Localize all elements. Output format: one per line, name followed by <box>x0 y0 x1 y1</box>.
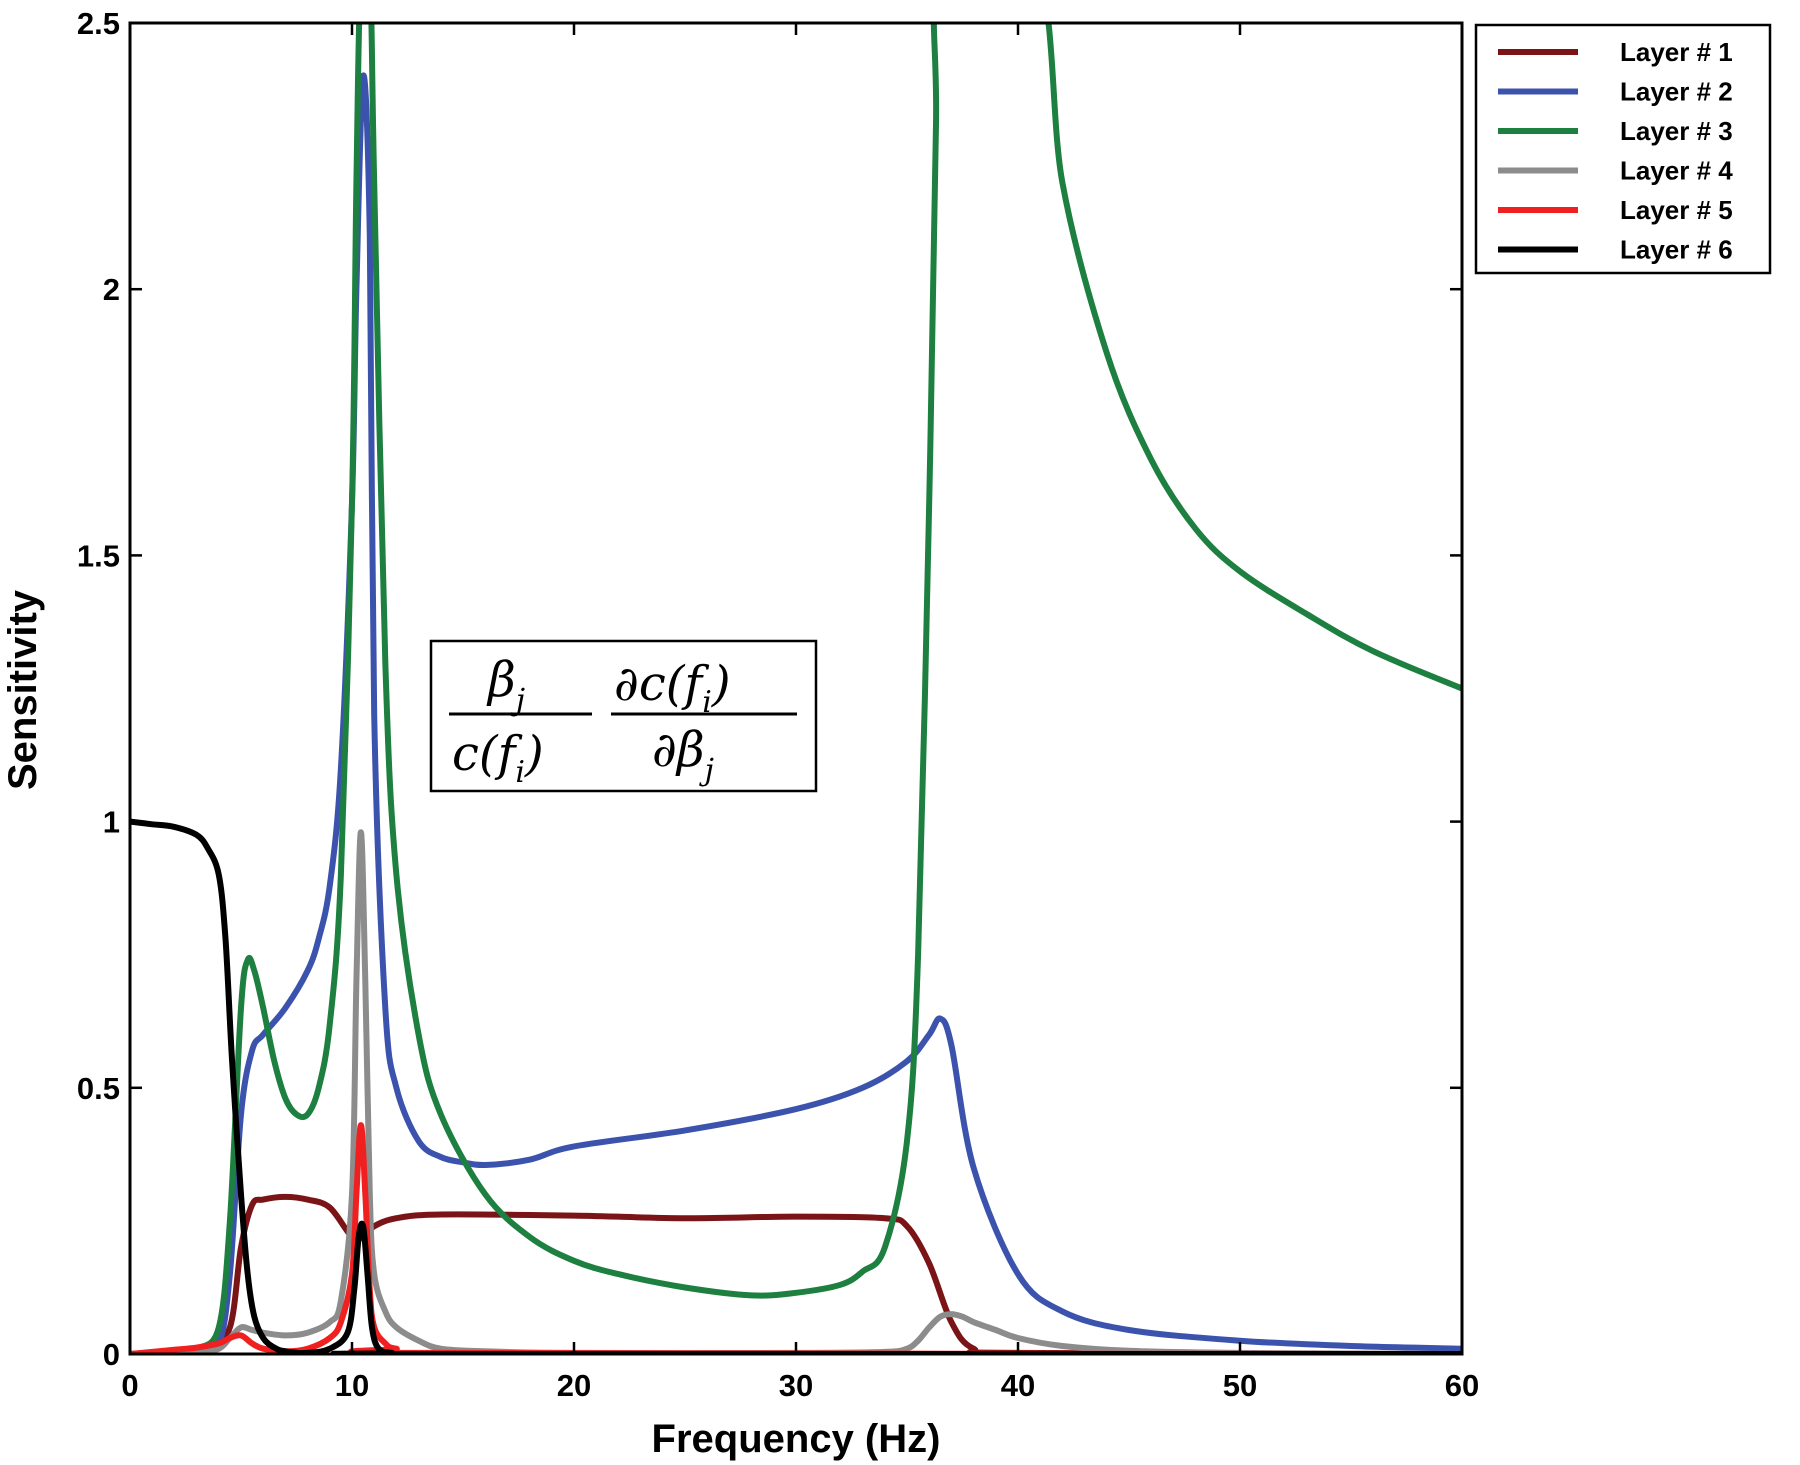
series-line-layer-1 <box>130 1193 1462 1354</box>
y-tick-label: 0.5 <box>77 1071 120 1106</box>
series-line-layer-4 <box>130 829 1462 1354</box>
y-axis-label: Sensitivity <box>1 589 45 790</box>
series-line-layer-3 <box>130 23 1462 1354</box>
x-tick-label: 60 <box>1445 1368 1479 1403</box>
y-tick-label: 1.5 <box>77 538 120 573</box>
legend-label-layer-1: Layer # 1 <box>1620 37 1733 67</box>
equation-annotation: βj c(fi) ∂c(fi) ∂βj <box>429 639 818 793</box>
legend-label-layer-4: Layer # 4 <box>1620 156 1733 186</box>
y-tick-label: 2.5 <box>77 6 120 41</box>
eq-num2: ∂c(fi) <box>614 656 731 720</box>
eq-num1: βj <box>486 652 525 718</box>
legend-box <box>1474 23 1772 275</box>
x-tick-label: 20 <box>557 1368 591 1403</box>
equation-box <box>429 639 818 793</box>
legend: Layer # 1 Layer # 2 Layer # 3 Layer # 4 Laye… <box>1474 23 1772 275</box>
y-tick-label: 0 <box>103 1337 120 1372</box>
legend-label-layer-3: Layer # 3 <box>1620 116 1733 146</box>
x-tick-label: 40 <box>1001 1368 1035 1403</box>
legend-label-layer-6: Layer # 6 <box>1620 235 1733 265</box>
series-line-layer-2 <box>130 72 1462 1354</box>
x-tick-label: 0 <box>121 1368 138 1403</box>
x-tick-label: 50 <box>1223 1368 1257 1403</box>
x-tick-label: 10 <box>335 1368 369 1403</box>
axis-ticks: 0 10 20 30 40 50 60 0 0.5 1 1.5 2 2.5 <box>77 6 1479 1403</box>
legend-label-layer-2: Layer # 2 <box>1620 77 1733 107</box>
eq-den1: c(fi) <box>452 726 544 790</box>
y-tick-label: 2 <box>103 272 120 307</box>
y-tick-label: 1 <box>103 805 120 840</box>
legend-label-layer-5: Layer # 5 <box>1620 195 1733 225</box>
x-axis-label: Frequency (Hz) <box>652 1417 941 1461</box>
x-tick-label: 30 <box>779 1368 813 1403</box>
